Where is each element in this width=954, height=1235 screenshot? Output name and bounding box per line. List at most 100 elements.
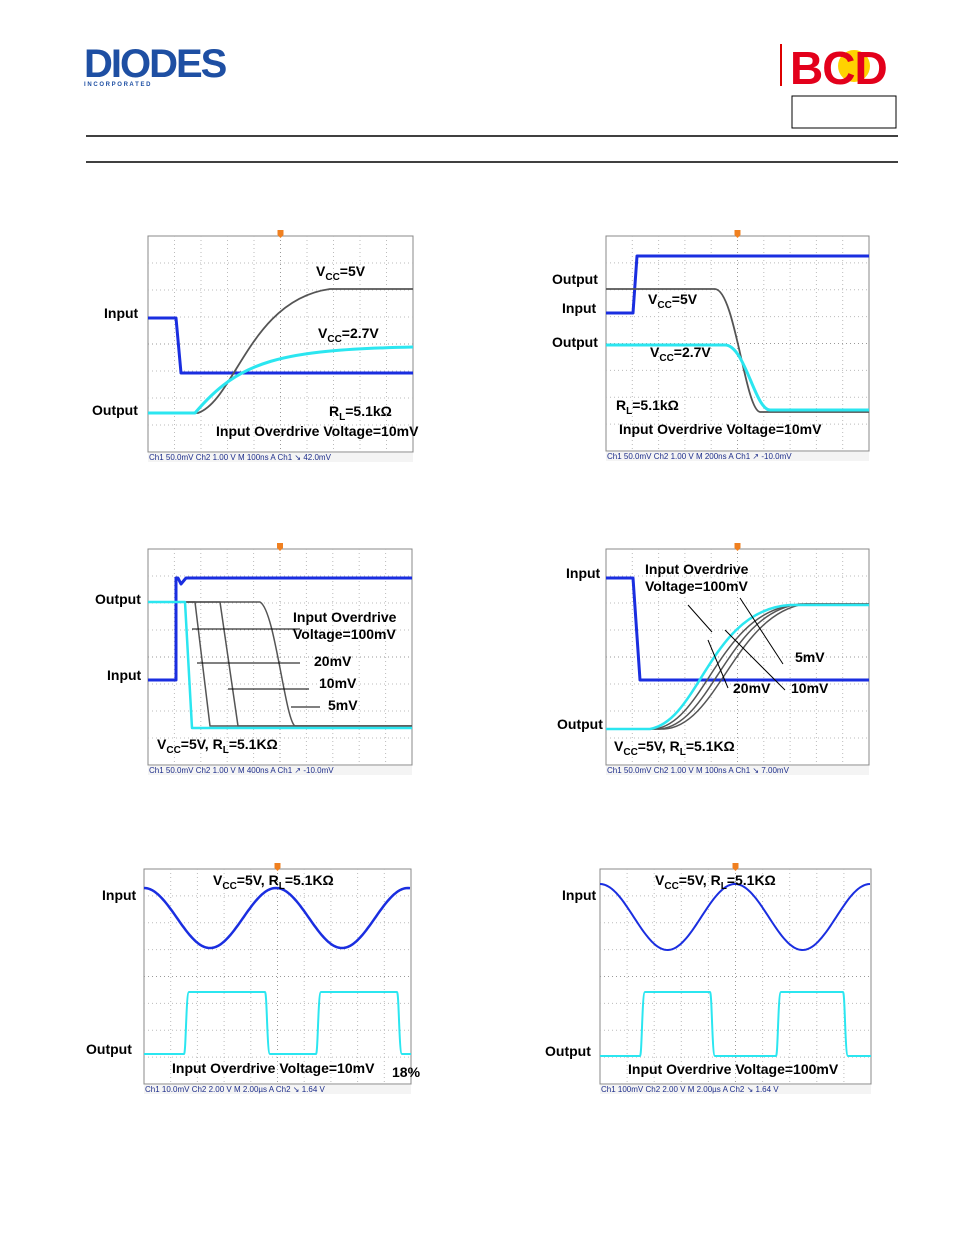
trace	[148, 600, 412, 730]
subscript: CC	[657, 300, 671, 311]
label: VCC=5V, RL=5.1KΩ	[157, 736, 278, 756]
subscript: CC	[659, 353, 673, 364]
status: Ch1 50.0mV Ch2 1.00 V M 100ns A Ch1 ↘ 42…	[149, 453, 332, 462]
box	[791, 95, 897, 129]
label: VCC=5V	[316, 263, 366, 283]
subscript: L	[339, 412, 345, 423]
trace	[148, 316, 413, 375]
label-part: R	[329, 403, 339, 419]
label-part: V	[648, 291, 658, 307]
label-part: =5.1KΩ	[727, 872, 776, 888]
label: VCC=2.7V	[318, 325, 379, 345]
label: Input Overdrive Voltage=10mV	[216, 423, 419, 439]
label: Input	[102, 887, 137, 903]
trace	[606, 576, 869, 682]
subscript: L	[279, 881, 285, 892]
trace	[143, 886, 411, 950]
subscript: CC	[166, 745, 180, 756]
label-part: V	[318, 325, 328, 341]
label: Voltage=100mV	[293, 626, 397, 642]
scope: Input VCC=5V, RL=5.1KΩ Output Input Overdri…	[86, 863, 421, 1094]
subscript: CC	[327, 334, 341, 345]
status: Ch1 10.0mV Ch2 2.00 V M 2.00µs A Ch2 ↘ 1…	[145, 1085, 326, 1094]
trace	[148, 345, 414, 415]
label: VCC=5V	[648, 291, 698, 311]
label-part: =5.1kΩ	[345, 403, 392, 419]
label: 5mV	[795, 649, 825, 665]
trace	[148, 576, 412, 682]
label: 5mV	[328, 697, 358, 713]
label-part: =5.1KΩ	[686, 738, 735, 754]
trigger-marker	[734, 543, 741, 551]
trace	[148, 288, 413, 414]
label: RL=5.1kΩ	[329, 403, 392, 423]
trigger-marker	[274, 863, 281, 871]
label-part: =5V, R	[237, 872, 279, 888]
label: RL=5.1kΩ	[616, 397, 679, 417]
trace	[599, 883, 871, 951]
status-bar	[148, 453, 413, 462]
label: Output	[86, 1041, 132, 1057]
logo-right: BCD	[790, 42, 887, 94]
subscript: CC	[623, 747, 637, 758]
label: Input	[104, 305, 139, 321]
label: Output	[92, 402, 138, 418]
subscript: CC	[222, 881, 236, 892]
label: Voltage=100mV	[645, 578, 749, 594]
label: VCC=2.7V	[650, 344, 711, 364]
status: Ch1 50.0mV Ch2 1.00 V M 100ns A Ch1 ↘ 7.…	[607, 766, 790, 775]
trace	[687, 597, 786, 691]
label-part: =5.1kΩ	[632, 397, 679, 413]
trace	[606, 343, 869, 412]
status-bar	[606, 452, 869, 461]
label: VCC=5V, RL=5.1KΩ	[614, 738, 735, 758]
status: Ch1 100mV Ch2 2.00 V M 2.00µs A Ch2 ↘ 1.…	[601, 1085, 779, 1094]
label: Input Overdrive	[645, 561, 749, 577]
label-part: =5V	[340, 263, 366, 279]
trigger-marker	[277, 230, 284, 238]
label: Output	[552, 334, 598, 350]
screen	[599, 868, 872, 1085]
label-part: V	[157, 736, 167, 752]
label-part: V	[614, 738, 624, 754]
trace	[606, 603, 869, 730]
trace	[606, 604, 869, 730]
label-part: V	[316, 263, 326, 279]
subscript: L	[680, 747, 686, 758]
subscript: L	[626, 406, 632, 417]
status-bar	[606, 766, 869, 775]
trigger-marker	[734, 230, 741, 238]
subscript: L	[721, 881, 727, 892]
status-bar	[148, 766, 412, 775]
trace	[144, 991, 411, 1055]
label: Output	[545, 1043, 591, 1059]
subscript: CC	[664, 881, 678, 892]
label-part: =5.1KΩ	[229, 736, 278, 752]
label-part: =2.7V	[342, 325, 380, 341]
status: Ch1 50.0mV Ch2 1.00 V M 200ns A Ch1 ↗ -1…	[607, 452, 792, 461]
label: 20mV	[314, 653, 352, 669]
label: Input	[107, 667, 142, 683]
logo-left-sub: I N C O R P O R A T E D	[84, 82, 151, 88]
label: 10mV	[319, 675, 357, 691]
label-part: =5V, R	[679, 872, 721, 888]
label: Output	[557, 716, 603, 732]
label: Input Overdrive Voltage=100mV	[628, 1061, 839, 1077]
label: Input	[562, 887, 597, 903]
trace	[192, 628, 320, 708]
subscript: CC	[325, 272, 339, 283]
trace	[606, 603, 869, 731]
label-part: =5V, R	[638, 738, 680, 754]
label: Output	[95, 591, 141, 607]
status-bar	[600, 1085, 871, 1094]
label: Input	[566, 565, 601, 581]
label-part: =5.1KΩ	[285, 872, 334, 888]
subscript: L	[223, 745, 229, 756]
trace	[606, 288, 869, 413]
status: Ch1 50.0mV Ch2 1.00 V M 400ns A Ch1 ↗ -1…	[149, 766, 334, 775]
label: 20mV	[733, 680, 771, 696]
label: VCC=5V, RL=5.1KΩ	[213, 872, 334, 892]
